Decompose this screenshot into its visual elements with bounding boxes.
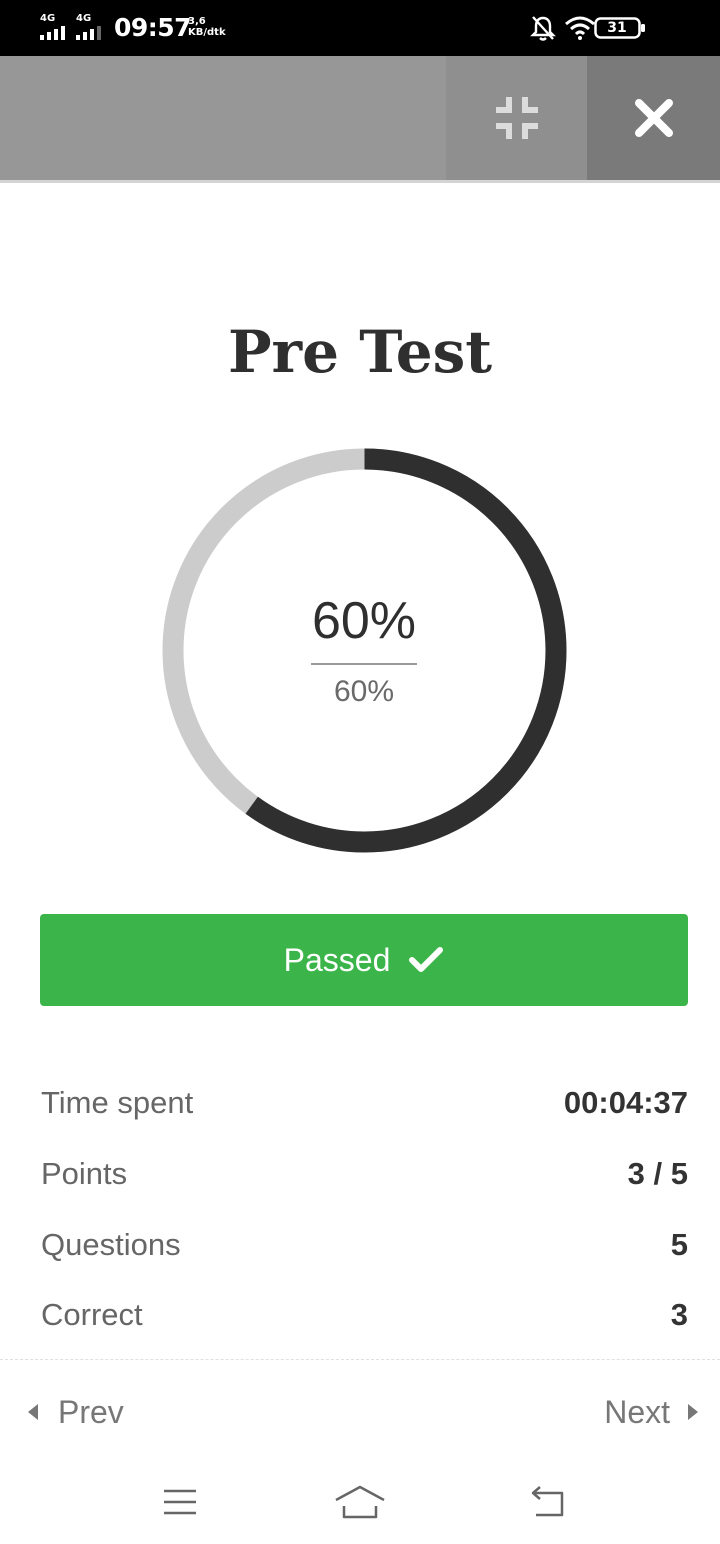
stat-value: 3: [670, 1297, 688, 1332]
stat-label: Correct: [41, 1297, 143, 1332]
back-icon: [531, 1486, 564, 1517]
signal-icon: [40, 26, 65, 40]
passing-percent: 60%: [333, 675, 395, 708]
score-divider: [311, 663, 417, 665]
stat-value: 3 / 5: [627, 1156, 688, 1191]
home-icon: [335, 1485, 385, 1519]
prev-label: Prev: [58, 1394, 124, 1430]
checkmark-icon: [409, 947, 444, 972]
prev-button[interactable]: Prev: [28, 1388, 124, 1436]
sim1-network-label: 4G: [40, 13, 56, 24]
collapse-icon: [495, 97, 538, 139]
clock: 09:57: [114, 13, 192, 42]
passed-status-banner: Passed: [40, 914, 688, 1006]
battery-level: 31: [607, 20, 627, 36]
home-button[interactable]: [330, 1478, 390, 1526]
close-button[interactable]: [587, 56, 720, 180]
network-speed-value: 3,6: [188, 16, 206, 27]
toolbar-divider: [0, 180, 720, 183]
stat-row-correct: Correct 3: [40, 1290, 688, 1340]
network-speed-unit: KB/dtk: [188, 27, 226, 38]
battery-icon: [594, 17, 645, 39]
menu-button[interactable]: [150, 1478, 210, 1526]
signal-icon: [76, 26, 101, 40]
score-percent: 60%: [311, 592, 417, 650]
stat-row-questions: Questions 5: [40, 1220, 688, 1270]
back-button[interactable]: [518, 1478, 578, 1526]
stat-row-points: Points 3 / 5: [40, 1149, 688, 1199]
score-ring-progress: [162, 448, 567, 853]
stat-label: Time spent: [41, 1085, 194, 1120]
caret-left-icon: [28, 1404, 38, 1420]
network-speed: 3,6 KB/dtk: [188, 16, 226, 38]
next-label: Next: [604, 1394, 670, 1430]
stat-label: Questions: [41, 1227, 181, 1262]
collapse-button[interactable]: [446, 56, 587, 180]
system-navigation-bar: [0, 1460, 720, 1544]
menu-icon: [164, 1489, 196, 1515]
quiz-toolbar: [0, 56, 720, 180]
close-icon: [634, 99, 673, 137]
stat-value: 5: [670, 1227, 688, 1262]
bell-off-icon: [530, 16, 556, 41]
caret-right-icon: [688, 1404, 698, 1420]
footer-divider: [0, 1359, 720, 1360]
quiz-title: Pre Test: [227, 318, 493, 386]
next-button[interactable]: Next: [604, 1388, 698, 1436]
status-bar: 4G 4G 09:57 3,6 KB/dtk: [0, 0, 720, 56]
stat-value: 00:04:37: [563, 1085, 688, 1120]
passed-label: Passed: [283, 942, 391, 978]
score-ring: [162, 448, 567, 853]
stat-row-time-spent: Time spent 00:04:37: [40, 1078, 688, 1128]
wifi-icon: [565, 16, 595, 40]
stat-label: Points: [41, 1156, 128, 1191]
sim2-network-label: 4G: [76, 13, 92, 24]
